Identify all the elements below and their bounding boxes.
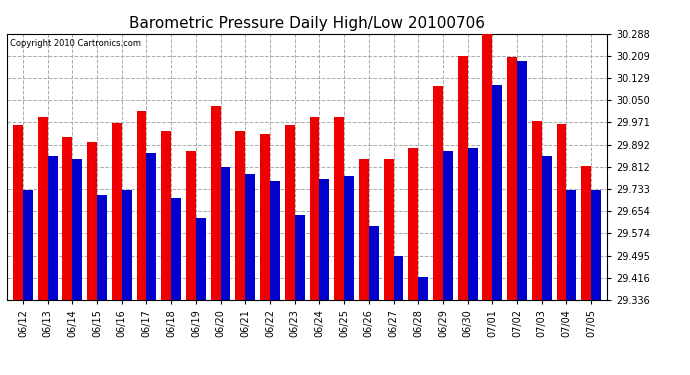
Bar [295, 215, 304, 300]
Bar [532, 121, 542, 300]
Bar [557, 124, 566, 300]
Bar [369, 226, 379, 300]
Bar [38, 117, 48, 300]
Bar [319, 178, 329, 300]
Bar [161, 131, 171, 300]
Bar [493, 85, 502, 300]
Bar [63, 136, 72, 300]
Bar [334, 117, 344, 300]
Bar [196, 218, 206, 300]
Bar [457, 56, 468, 300]
Title: Barometric Pressure Daily High/Low 20100706: Barometric Pressure Daily High/Low 20100… [129, 16, 485, 31]
Bar [245, 174, 255, 300]
Bar [146, 153, 157, 300]
Bar [121, 190, 132, 300]
Bar [542, 156, 551, 300]
Bar [507, 57, 517, 300]
Bar [468, 148, 477, 300]
Bar [23, 190, 33, 300]
Bar [566, 190, 576, 300]
Bar [285, 126, 295, 300]
Bar [112, 123, 121, 300]
Bar [393, 255, 404, 300]
Bar [171, 198, 181, 300]
Bar [344, 176, 354, 300]
Bar [210, 106, 221, 300]
Bar [221, 167, 230, 300]
Bar [270, 182, 280, 300]
Bar [517, 61, 527, 300]
Bar [310, 117, 319, 300]
Bar [443, 151, 453, 300]
Bar [408, 148, 418, 300]
Bar [591, 190, 601, 300]
Bar [384, 159, 393, 300]
Bar [13, 126, 23, 300]
Bar [581, 166, 591, 300]
Bar [97, 195, 107, 300]
Bar [87, 142, 97, 300]
Text: Copyright 2010 Cartronics.com: Copyright 2010 Cartronics.com [10, 39, 141, 48]
Bar [482, 33, 493, 300]
Bar [235, 131, 245, 300]
Bar [72, 159, 82, 300]
Bar [260, 134, 270, 300]
Bar [359, 159, 369, 300]
Bar [48, 156, 57, 300]
Bar [433, 86, 443, 300]
Bar [186, 151, 196, 300]
Bar [137, 111, 146, 300]
Bar [418, 276, 428, 300]
